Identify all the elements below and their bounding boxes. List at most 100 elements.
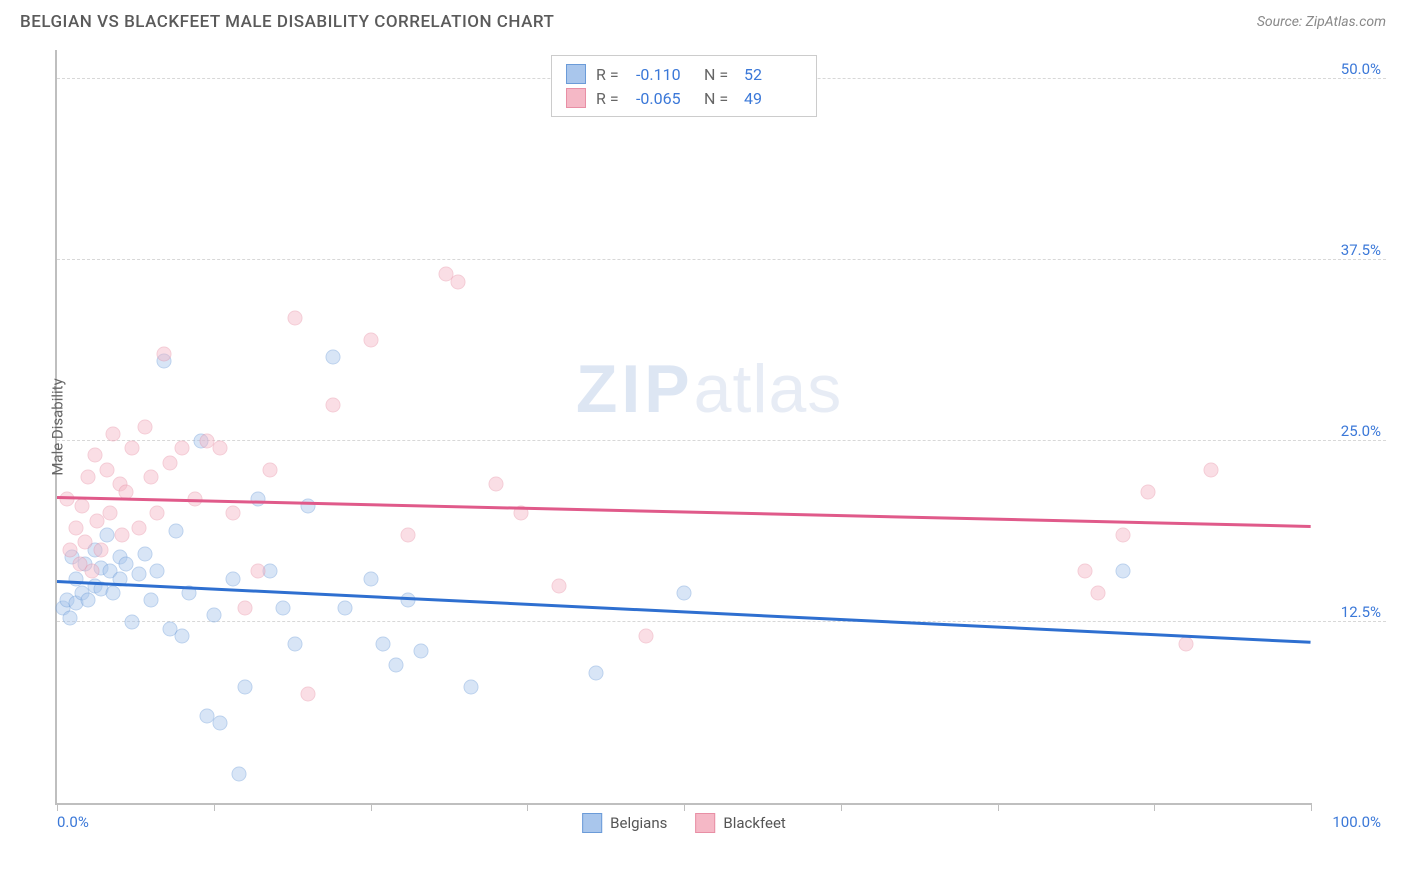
chart-container: Male Disability ZIPatlas R =-0.110N =52R… xyxy=(55,40,1386,860)
data-point xyxy=(1090,586,1105,601)
data-point xyxy=(102,506,117,521)
data-point xyxy=(115,528,130,543)
legend-swatch xyxy=(566,88,586,108)
data-point xyxy=(238,680,253,695)
data-point xyxy=(376,636,391,651)
data-point xyxy=(125,441,140,456)
legend-series-item: Blackfeet xyxy=(695,813,785,833)
data-point xyxy=(401,593,416,608)
x-tick xyxy=(1311,803,1312,811)
x-tick xyxy=(527,803,528,811)
data-point xyxy=(60,491,75,506)
x-tick xyxy=(214,803,215,811)
data-point xyxy=(463,680,478,695)
data-point xyxy=(62,542,77,557)
data-point xyxy=(131,567,146,582)
trend-line xyxy=(57,496,1311,527)
data-point xyxy=(551,578,566,593)
data-point xyxy=(156,347,171,362)
data-point xyxy=(263,462,278,477)
x-axis-max-label: 100.0% xyxy=(1332,813,1381,831)
data-point xyxy=(62,610,77,625)
data-point xyxy=(175,441,190,456)
data-point xyxy=(144,593,159,608)
data-point xyxy=(68,520,83,535)
data-point xyxy=(338,600,353,615)
data-point xyxy=(238,600,253,615)
data-point xyxy=(81,470,96,485)
data-point xyxy=(144,470,159,485)
legend-swatch xyxy=(695,813,715,833)
watermark: ZIPatlas xyxy=(576,350,842,428)
data-point xyxy=(288,310,303,325)
data-point xyxy=(106,586,121,601)
data-point xyxy=(1078,564,1093,579)
data-point xyxy=(131,520,146,535)
data-point xyxy=(250,491,265,506)
x-tick xyxy=(998,803,999,811)
legend-n-label: N = xyxy=(704,89,734,108)
data-point xyxy=(275,600,290,615)
data-point xyxy=(288,636,303,651)
gridline xyxy=(57,621,1386,622)
data-point xyxy=(388,658,403,673)
plot-area: Male Disability ZIPatlas R =-0.110N =52R… xyxy=(55,50,1311,805)
data-point xyxy=(150,506,165,521)
data-point xyxy=(231,767,246,782)
y-tick-label: 12.5% xyxy=(1341,603,1381,621)
x-tick xyxy=(1154,803,1155,811)
x-tick xyxy=(57,803,58,811)
data-point xyxy=(169,523,184,538)
data-point xyxy=(451,274,466,289)
data-point xyxy=(363,332,378,347)
data-point xyxy=(225,506,240,521)
legend-correlation-row: R =-0.110N =52 xyxy=(566,62,802,86)
series-legend: Belgians Blackfeet xyxy=(582,813,786,833)
data-point xyxy=(125,615,140,630)
watermark-atlas: atlas xyxy=(694,351,843,427)
legend-series-label: Belgians xyxy=(610,814,667,832)
data-point xyxy=(93,542,108,557)
x-tick xyxy=(371,803,372,811)
data-point xyxy=(325,350,340,365)
gridline xyxy=(57,440,1386,441)
data-point xyxy=(100,528,115,543)
legend-correlation-row: R = -0.065 N = 49 xyxy=(566,86,802,110)
chart-title: BELGIAN VS BLACKFEET MALE DISABILITY COR… xyxy=(20,12,554,32)
data-point xyxy=(488,477,503,492)
data-point xyxy=(1115,528,1130,543)
data-point xyxy=(175,629,190,644)
gridline xyxy=(57,259,1386,260)
data-point xyxy=(137,546,152,561)
data-point xyxy=(225,571,240,586)
legend-swatch xyxy=(582,813,602,833)
x-axis-min-label: 0.0% xyxy=(57,813,89,831)
data-point xyxy=(250,564,265,579)
data-point xyxy=(325,397,340,412)
data-point xyxy=(77,535,92,550)
y-axis-label: Male Disability xyxy=(49,378,67,475)
data-point xyxy=(300,687,315,702)
data-point xyxy=(87,448,102,463)
data-point xyxy=(401,528,416,543)
data-point xyxy=(68,571,83,586)
correlation-legend: R =-0.110N =52R =-0.065N =49 xyxy=(551,55,817,117)
data-point xyxy=(413,643,428,658)
y-tick-label: 37.5% xyxy=(1341,241,1381,259)
legend-swatch xyxy=(566,64,586,84)
data-point xyxy=(81,593,96,608)
legend-r-value: -0.110 xyxy=(636,65,694,84)
data-point xyxy=(162,455,177,470)
chart-header: BELGIAN VS BLACKFEET MALE DISABILITY COR… xyxy=(0,0,1406,40)
data-point xyxy=(1203,462,1218,477)
data-point xyxy=(213,441,228,456)
source-attribution: Source: ZipAtlas.com xyxy=(1257,14,1386,30)
data-point xyxy=(106,426,121,441)
watermark-zip: ZIP xyxy=(576,351,694,427)
legend-r-label: R = xyxy=(596,65,626,84)
legend-n-value: 49 xyxy=(744,89,802,108)
data-point xyxy=(363,571,378,586)
legend-r-value: -0.065 xyxy=(636,89,694,108)
data-point xyxy=(589,665,604,680)
legend-r-label: R = xyxy=(596,89,626,108)
